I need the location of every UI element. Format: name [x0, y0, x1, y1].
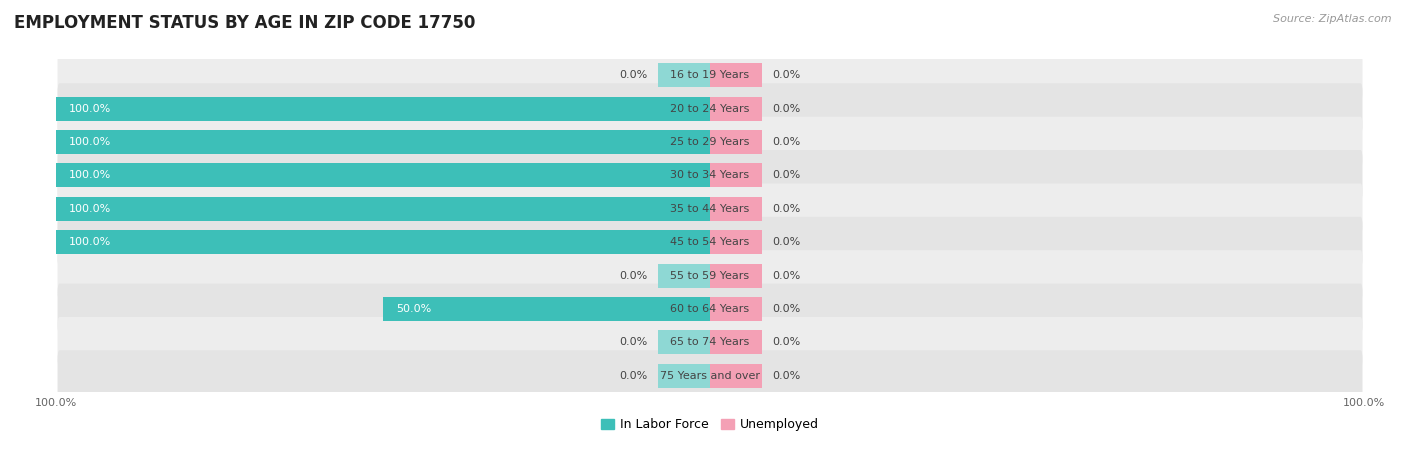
FancyBboxPatch shape [58, 150, 1362, 201]
Text: 45 to 54 Years: 45 to 54 Years [671, 237, 749, 247]
Bar [710, 197, 762, 221]
Text: 100.0%: 100.0% [69, 204, 111, 214]
Bar [658, 330, 710, 354]
FancyBboxPatch shape [58, 250, 1362, 301]
Bar [710, 163, 762, 188]
Bar [710, 63, 762, 87]
Bar [658, 63, 710, 87]
Text: 35 to 44 Years: 35 to 44 Years [671, 204, 749, 214]
Text: 100.0%: 100.0% [69, 237, 111, 247]
Bar [710, 330, 762, 354]
Text: Source: ZipAtlas.com: Source: ZipAtlas.com [1274, 14, 1392, 23]
FancyBboxPatch shape [58, 50, 1362, 101]
FancyBboxPatch shape [58, 284, 1362, 334]
Text: 50.0%: 50.0% [396, 304, 432, 314]
Text: 100.0%: 100.0% [69, 137, 111, 147]
FancyBboxPatch shape [58, 317, 1362, 368]
Bar [710, 297, 762, 321]
Text: 0.0%: 0.0% [772, 170, 800, 180]
Bar [710, 130, 762, 154]
Bar [710, 97, 762, 121]
Bar [56, 230, 710, 254]
FancyBboxPatch shape [58, 184, 1362, 234]
Text: 0.0%: 0.0% [772, 371, 800, 381]
Text: 0.0%: 0.0% [772, 104, 800, 114]
Text: 20 to 24 Years: 20 to 24 Years [671, 104, 749, 114]
Text: 0.0%: 0.0% [620, 271, 648, 281]
Text: 60 to 64 Years: 60 to 64 Years [671, 304, 749, 314]
Bar [56, 197, 710, 221]
Text: 0.0%: 0.0% [620, 337, 648, 347]
Text: 0.0%: 0.0% [772, 271, 800, 281]
Text: 65 to 74 Years: 65 to 74 Years [671, 337, 749, 347]
FancyBboxPatch shape [58, 83, 1362, 134]
Text: 100.0%: 100.0% [69, 104, 111, 114]
Text: 16 to 19 Years: 16 to 19 Years [671, 70, 749, 80]
Text: 0.0%: 0.0% [620, 70, 648, 80]
Bar [658, 263, 710, 288]
Text: 75 Years and over: 75 Years and over [659, 371, 761, 381]
Text: 30 to 34 Years: 30 to 34 Years [671, 170, 749, 180]
Text: 0.0%: 0.0% [620, 371, 648, 381]
Bar [710, 263, 762, 288]
Text: 0.0%: 0.0% [772, 204, 800, 214]
Bar [56, 97, 710, 121]
FancyBboxPatch shape [58, 350, 1362, 401]
Legend: In Labor Force, Unemployed: In Labor Force, Unemployed [596, 413, 824, 436]
FancyBboxPatch shape [58, 117, 1362, 167]
Text: 100.0%: 100.0% [69, 170, 111, 180]
Bar [56, 130, 710, 154]
Bar [710, 230, 762, 254]
Bar [56, 163, 710, 188]
Bar [382, 297, 710, 321]
Text: 0.0%: 0.0% [772, 304, 800, 314]
Text: 55 to 59 Years: 55 to 59 Years [671, 271, 749, 281]
Text: 25 to 29 Years: 25 to 29 Years [671, 137, 749, 147]
Text: 0.0%: 0.0% [772, 237, 800, 247]
FancyBboxPatch shape [58, 217, 1362, 267]
Text: 0.0%: 0.0% [772, 337, 800, 347]
Text: 0.0%: 0.0% [772, 137, 800, 147]
Bar [658, 364, 710, 388]
Text: EMPLOYMENT STATUS BY AGE IN ZIP CODE 17750: EMPLOYMENT STATUS BY AGE IN ZIP CODE 177… [14, 14, 475, 32]
Text: 0.0%: 0.0% [772, 70, 800, 80]
Bar [710, 364, 762, 388]
